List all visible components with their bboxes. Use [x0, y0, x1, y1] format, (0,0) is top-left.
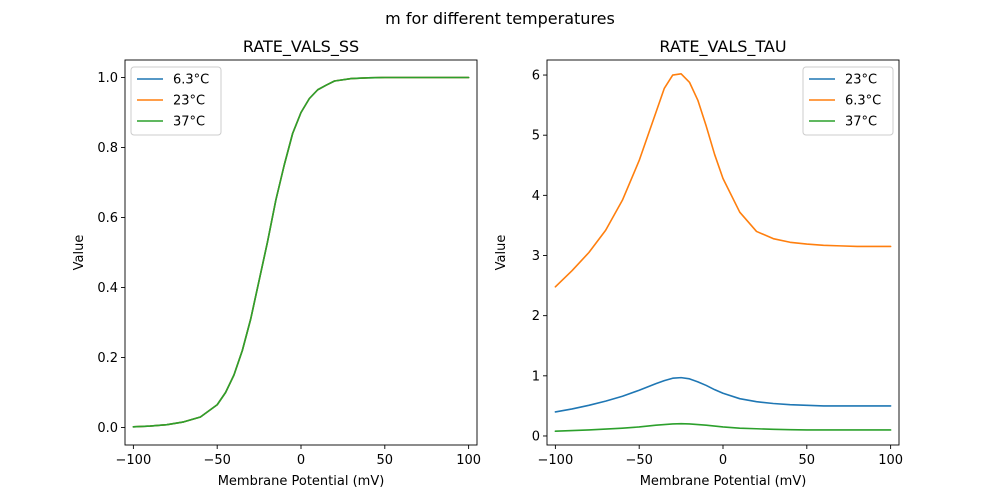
chart-ss-y-tick-label: 0.8	[97, 141, 118, 156]
chart-tau-x-axis-label: Membrane Potential (mV)	[640, 474, 807, 489]
chart-ss-x-tick-label: 100	[456, 453, 481, 468]
chart-tau-x-tick-label: 50	[799, 453, 816, 468]
chart-tau-legend-box	[802, 66, 894, 136]
chart-tau-x-tick-label: 100	[878, 453, 903, 468]
chart-ss-y-tick-label: 0.4	[97, 281, 118, 296]
chart-ss-legend-box	[130, 66, 222, 136]
chart-ss-x-tick-label: 0	[297, 453, 305, 468]
chart-tau-legend-label: 37°C	[845, 115, 877, 130]
chart-tau-y-tick-label: 4	[532, 189, 540, 204]
chart-ss-y-tick-label: 0.6	[97, 211, 118, 226]
figure-suptitle: m for different temperatures	[385, 9, 615, 28]
chart-ss-y-tick-label: 1.0	[97, 71, 118, 86]
chart-tau-y-tick-label: 1	[532, 369, 540, 384]
chart-tau-y-axis-label: Value	[494, 235, 509, 271]
chart-ss-x-axis-label: Membrane Potential (mV)	[218, 474, 385, 489]
chart-tau-y-tick-label: 0	[532, 429, 540, 444]
chart-tau-x-tick-label: 0	[719, 453, 727, 468]
chart-ss-x-tick-label: 50	[377, 453, 394, 468]
chart-tau-y-tick-label: 5	[532, 129, 540, 144]
chart-tau-legend-label: 23°C	[845, 73, 877, 88]
chart-ss-series-line-2	[132, 76, 470, 428]
chart-ss-y-tick-label: 0.0	[97, 421, 118, 436]
chart-ss-legend-label: 37°C	[173, 115, 205, 130]
chart-ss-legend-label: 6.3°C	[173, 73, 209, 88]
chart-tau-y-tick-label: 3	[532, 249, 540, 264]
chart-tau-series-line-0	[554, 376, 892, 413]
chart-tau-x-tick-label: −50	[625, 453, 652, 468]
chart-tau-series-line-1	[554, 73, 892, 288]
chart-tau: RATE_VALS_TAU −100 −50 0 50 100 0 1 2 3 4 5 6 Membra…	[494, 37, 903, 489]
chart-ss-y-axis-label: Value	[72, 235, 87, 271]
chart-tau-legend-label: 6.3°C	[845, 94, 881, 109]
chart-tau-x-tick-label: −100	[538, 453, 574, 468]
chart-tau-y-tick-label: 2	[532, 309, 540, 324]
chart-tau-legend: 23°C 6.3°C 37°C	[802, 66, 894, 136]
chart-ss-legend: 6.3°C 23°C 37°C	[130, 66, 222, 136]
chart-tau-y-tick-label: 6	[532, 69, 540, 84]
chart-ss-title: RATE_VALS_SS	[243, 37, 359, 57]
chart-ss-y-tick-label: 0.2	[97, 351, 118, 366]
chart-ss-x-tick-label: −50	[203, 453, 230, 468]
chart-tau-series-line-2	[554, 422, 892, 432]
chart-ss: RATE_VALS_SS −100 −50 0 50 100 0.0 0.2 0.4 0.6 0.…	[72, 37, 481, 489]
chart-tau-title: RATE_VALS_TAU	[659, 37, 786, 57]
chart-ss-x-tick-label: −100	[116, 453, 152, 468]
chart-ss-legend-label: 23°C	[173, 94, 205, 109]
